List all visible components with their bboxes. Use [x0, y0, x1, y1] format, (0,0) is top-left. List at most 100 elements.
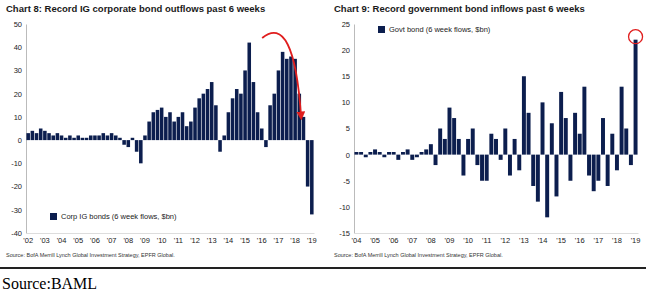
x-axis-line	[355, 233, 639, 234]
bar	[545, 155, 549, 218]
bar	[214, 105, 218, 140]
y-tick: 5	[346, 124, 354, 133]
bar	[587, 155, 591, 176]
bar	[392, 152, 396, 155]
legend-swatch	[50, 213, 57, 220]
bar	[480, 155, 484, 181]
x-tick: '07	[107, 236, 117, 245]
bar	[592, 155, 596, 192]
bar	[461, 155, 465, 176]
bar	[285, 59, 289, 140]
annotation-arrow	[262, 33, 301, 116]
x-tick: '04	[57, 236, 67, 245]
y-tick: 30	[14, 66, 26, 75]
x-tick-label: '04	[352, 236, 362, 245]
bar	[634, 40, 638, 155]
y-tick-label: -10	[339, 203, 350, 212]
bar	[531, 155, 535, 186]
bar	[76, 135, 80, 140]
bar	[177, 117, 181, 140]
y-tick: 40	[14, 43, 26, 52]
bar	[160, 108, 164, 141]
bar	[527, 113, 531, 155]
bar	[573, 113, 577, 155]
bar	[281, 52, 285, 140]
bar	[489, 134, 493, 155]
bar	[277, 70, 281, 140]
bar	[81, 138, 85, 140]
x-tick-label: '12	[500, 236, 510, 245]
bar	[620, 87, 624, 155]
annotation-circle	[629, 30, 643, 44]
bar	[364, 155, 368, 158]
x-axis-line	[27, 233, 315, 234]
x-tick: '12	[190, 236, 200, 245]
bar	[434, 155, 438, 165]
x-tick: '18	[290, 236, 300, 245]
x-tick-label: '03	[40, 236, 50, 245]
x-tick: '19	[307, 236, 317, 245]
x-tick: '06	[90, 236, 100, 245]
bar	[106, 135, 110, 140]
bar	[47, 133, 51, 140]
x-tick-label: '09	[445, 236, 455, 245]
y-tick-label: 0	[18, 136, 22, 145]
bar	[131, 138, 135, 140]
bar	[85, 138, 89, 140]
x-tick: '03	[40, 236, 50, 245]
x-axis: '02'03'04'05'06'07'08'09'10'11'12'13'14'…	[23, 234, 316, 246]
chart-panel: Chart 8: Record IG corporate bond outflo…	[6, 3, 317, 258]
bar	[268, 105, 272, 140]
bar	[485, 155, 489, 181]
bars	[354, 40, 637, 218]
x-tick: '06	[389, 236, 399, 245]
bar	[235, 89, 239, 140]
x-tick-label: '16	[575, 236, 585, 245]
bar	[373, 149, 377, 154]
bar	[64, 138, 68, 140]
bar	[206, 89, 210, 140]
bar	[302, 117, 306, 140]
bar	[359, 152, 363, 155]
bar	[624, 129, 628, 155]
x-tick-label: '06	[90, 236, 100, 245]
x-tick-label: '09	[140, 236, 150, 245]
y-tick: 0	[18, 136, 26, 145]
bar	[218, 140, 222, 152]
x-tick: '02	[23, 236, 33, 245]
source-note: Source: BofA Merrill Lynch Global Invest…	[334, 252, 503, 258]
y-tick-label: 0	[346, 151, 350, 160]
y-tick: -10	[339, 203, 354, 212]
bar	[164, 117, 168, 140]
bar	[189, 122, 193, 141]
bar	[147, 122, 151, 141]
bar	[289, 57, 293, 141]
bottom-rule	[0, 267, 646, 269]
bar	[310, 140, 314, 214]
bar	[26, 133, 30, 140]
y-tick-label: 20	[14, 90, 22, 99]
x-tick: '18	[612, 236, 622, 245]
bar	[606, 155, 610, 186]
bar	[93, 135, 97, 140]
x-tick-label: '18	[612, 236, 622, 245]
bar	[143, 135, 147, 140]
legend-swatch	[378, 26, 385, 33]
x-tick: '15	[556, 236, 566, 245]
x-tick-label: '08	[123, 236, 133, 245]
bar	[457, 139, 461, 155]
bar	[471, 129, 475, 155]
bar	[89, 135, 93, 140]
y-tick-label: -20	[11, 182, 22, 191]
bar	[410, 155, 414, 160]
y-tick-label: 10	[342, 98, 350, 107]
x-tick: '10	[157, 236, 167, 245]
y-tick: -5	[343, 177, 354, 186]
x-tick: '05	[73, 236, 83, 245]
bar	[610, 134, 614, 155]
x-tick: '13	[207, 236, 217, 245]
y-tick-label: -5	[343, 177, 350, 186]
bar	[35, 133, 39, 140]
x-tick-label: '07	[107, 236, 117, 245]
x-tick-label: '04	[57, 236, 67, 245]
